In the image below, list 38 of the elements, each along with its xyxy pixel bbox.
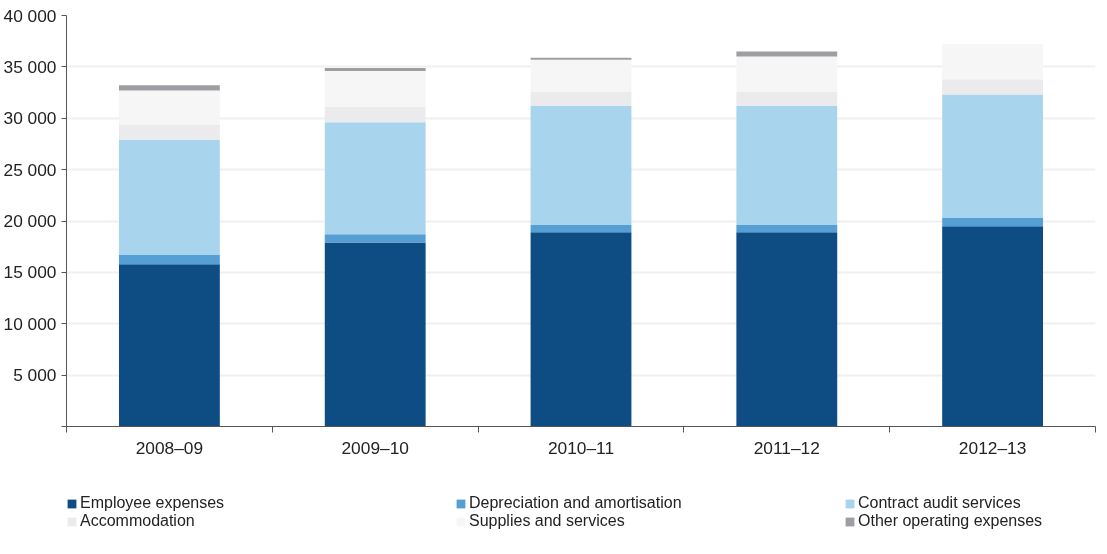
y-tick-label: 15 000 — [3, 262, 57, 283]
legend-label: Other operating expenses — [858, 512, 1044, 530]
bar — [118, 85, 220, 91]
legend-label: Depreciation and amortisation — [469, 494, 683, 512]
bar — [324, 122, 426, 235]
y-tick-label: 35 000 — [3, 56, 57, 77]
bar — [530, 105, 632, 226]
legend-label: Contract audit services — [858, 494, 1022, 512]
x-tick-label: 2010–11 — [547, 437, 615, 458]
x-tick-label: 2012–13 — [958, 437, 1027, 458]
bar — [118, 264, 220, 427]
legend-label: Employee expenses — [80, 494, 226, 512]
bar — [530, 57, 632, 60]
x-tick-label: 2011–12 — [753, 437, 820, 458]
legend-label: Accommodation — [80, 512, 196, 530]
y-tick-label: 40 000 — [3, 5, 57, 26]
bar — [324, 67, 426, 71]
y-tick-label: 25 000 — [3, 159, 57, 180]
bar — [530, 232, 632, 427]
bar — [942, 217, 1044, 227]
y-tick-label: 10 000 — [3, 313, 57, 334]
bar — [118, 139, 220, 255]
y-tick-label: 5 000 — [13, 365, 57, 386]
bar — [118, 254, 220, 265]
bar — [324, 234, 426, 243]
bar — [942, 94, 1044, 218]
bar — [530, 225, 632, 233]
bar — [736, 225, 838, 233]
bar — [736, 232, 838, 427]
legend-label: Supplies and services — [469, 512, 626, 530]
x-tick-label: 2008–09 — [135, 437, 204, 458]
y-tick-label: 20 000 — [3, 211, 57, 231]
bar — [736, 51, 838, 57]
bar — [942, 226, 1044, 427]
y-tick-label: 30 000 — [3, 108, 57, 129]
bar — [736, 105, 838, 226]
bar — [324, 242, 426, 427]
x-tick-label: 2009–10 — [341, 437, 409, 458]
